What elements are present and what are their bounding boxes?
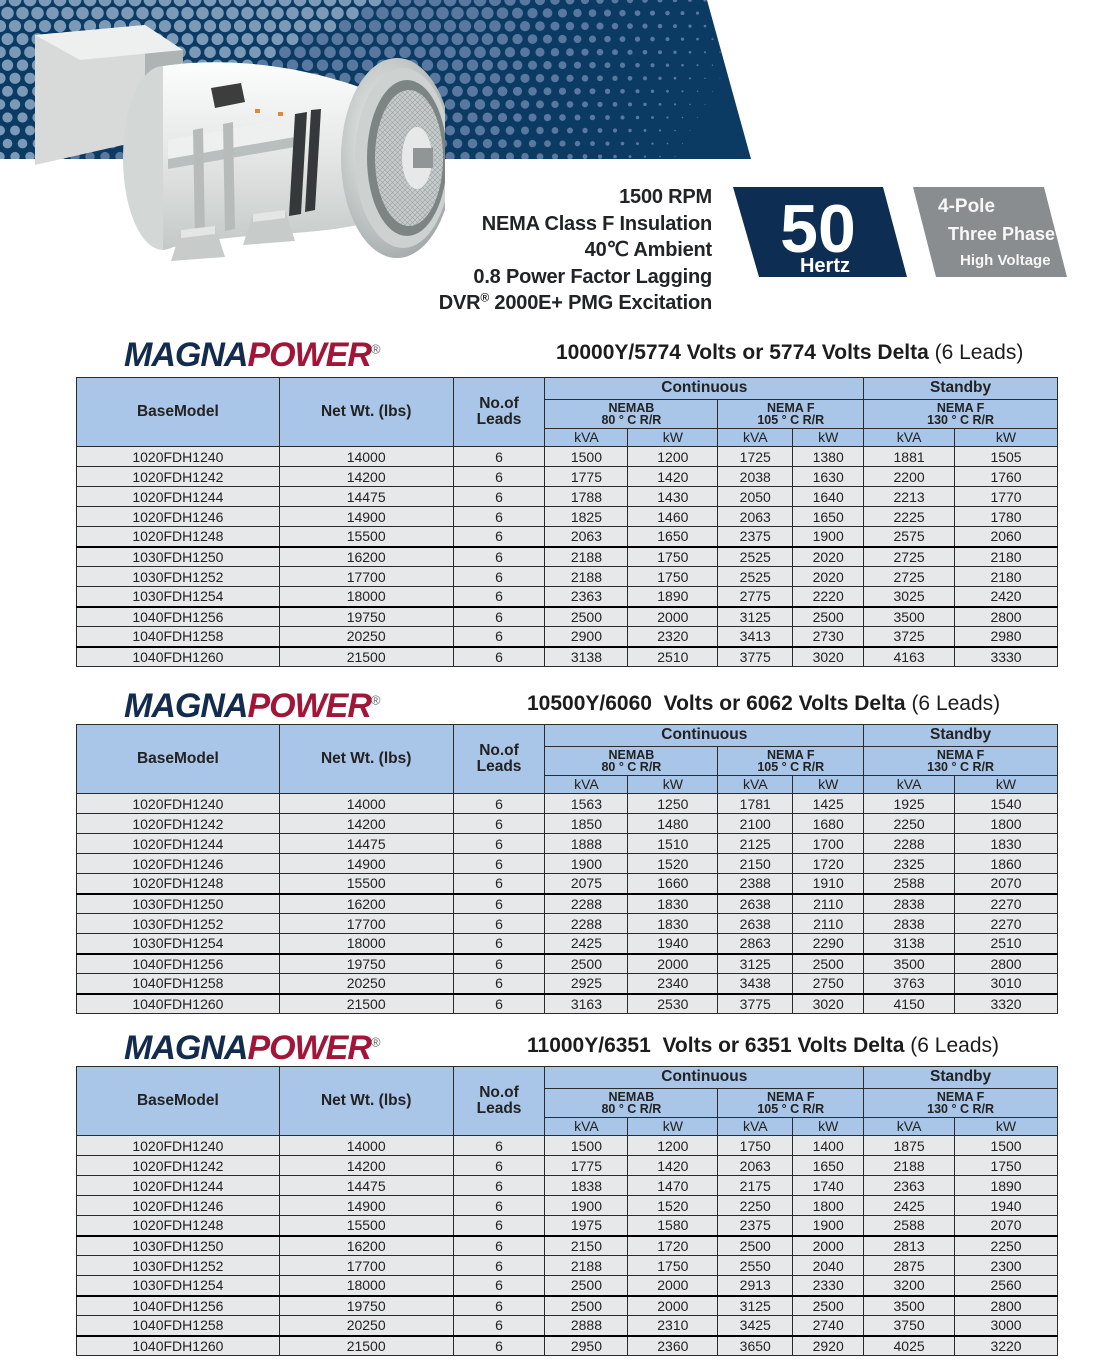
- svg-text:Hertz: Hertz: [800, 255, 850, 277]
- svg-text:High Voltage: High Voltage: [960, 252, 1051, 269]
- svg-text:4-Pole: 4-Pole: [938, 196, 995, 217]
- svg-text:Three Phase: Three Phase: [948, 224, 1055, 244]
